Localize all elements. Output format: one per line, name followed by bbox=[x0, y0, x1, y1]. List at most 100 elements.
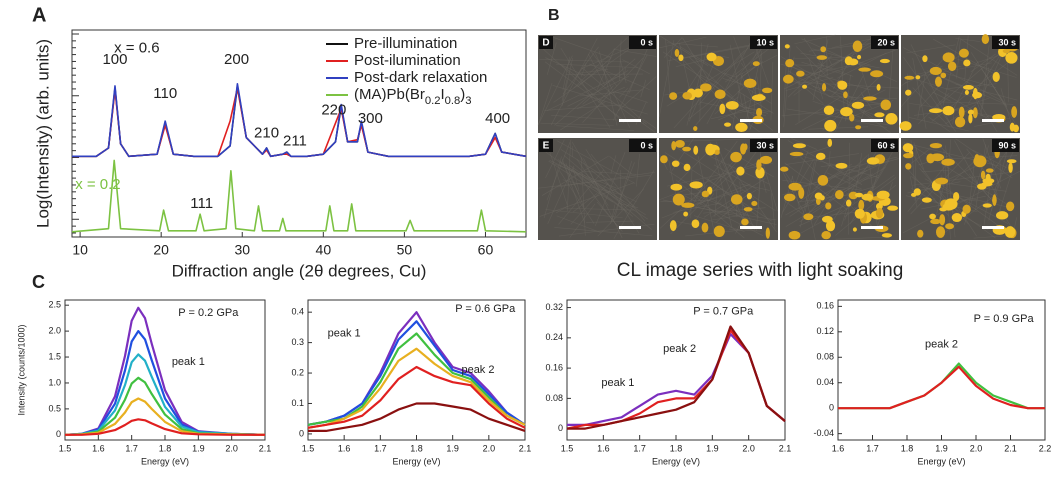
texture bbox=[554, 163, 617, 189]
texture bbox=[984, 114, 990, 120]
texture bbox=[542, 48, 625, 124]
texture bbox=[563, 155, 652, 230]
bright-spot bbox=[852, 40, 863, 52]
x-tick-label: 20 bbox=[153, 242, 169, 258]
y-tick-label: 0.12 bbox=[816, 326, 834, 336]
bright-spot bbox=[713, 225, 725, 237]
bright-spot bbox=[846, 199, 852, 207]
bright-spot bbox=[875, 202, 883, 210]
bright-spot bbox=[1006, 159, 1017, 164]
scale-bar bbox=[740, 226, 762, 229]
y-tick-label: 0 bbox=[558, 423, 563, 433]
bright-spot bbox=[755, 166, 765, 179]
texture bbox=[666, 51, 755, 107]
bright-spot bbox=[843, 91, 848, 99]
texture bbox=[562, 56, 570, 91]
bright-spot bbox=[858, 199, 865, 211]
bright-spot bbox=[827, 138, 833, 148]
data-line bbox=[308, 402, 526, 432]
bright-spot bbox=[756, 159, 762, 171]
bright-spot bbox=[730, 151, 742, 163]
texture bbox=[682, 37, 716, 90]
texture bbox=[558, 169, 605, 225]
texture bbox=[690, 170, 693, 219]
scale-bar bbox=[982, 119, 1004, 122]
bright-spot bbox=[671, 140, 677, 151]
bright-spot bbox=[958, 48, 969, 58]
texture bbox=[619, 58, 627, 84]
data-line bbox=[307, 320, 526, 426]
scale-bar bbox=[619, 226, 641, 229]
texture bbox=[713, 164, 760, 191]
texture bbox=[660, 200, 711, 202]
texture bbox=[723, 72, 737, 78]
bright-spot bbox=[682, 146, 692, 152]
time-stamp: 60 s bbox=[877, 140, 895, 150]
bright-spot bbox=[921, 197, 932, 203]
texture bbox=[662, 51, 750, 110]
texture bbox=[992, 85, 1016, 124]
x-tick-label: 1.6 bbox=[832, 443, 845, 453]
bright-spot bbox=[669, 220, 677, 232]
texture bbox=[975, 144, 987, 210]
bright-spot bbox=[870, 70, 884, 78]
bright-spot bbox=[784, 44, 790, 49]
annotation: x = 0.2 bbox=[75, 176, 120, 193]
bright-spot bbox=[874, 112, 885, 118]
texture bbox=[572, 193, 598, 213]
texture bbox=[610, 155, 617, 174]
texture bbox=[952, 105, 956, 125]
bright-spot bbox=[825, 202, 832, 210]
bright-spot bbox=[942, 105, 955, 116]
texture bbox=[953, 200, 977, 237]
bright-spot bbox=[706, 52, 717, 62]
y-tick-label: 0.08 bbox=[816, 352, 834, 362]
texture bbox=[973, 92, 998, 133]
texture bbox=[666, 42, 718, 48]
x-tick-label: 1.8 bbox=[410, 443, 423, 453]
x-tick-label: 1.9 bbox=[935, 443, 948, 453]
bright-spot bbox=[824, 119, 837, 132]
x-tick-label: 1.8 bbox=[670, 443, 683, 453]
bright-spot bbox=[705, 143, 716, 156]
bright-spot bbox=[915, 75, 921, 80]
texture bbox=[585, 149, 640, 234]
texture bbox=[900, 81, 908, 87]
texture bbox=[598, 51, 618, 126]
y-tick-label: 2.0 bbox=[48, 325, 61, 335]
texture bbox=[635, 153, 640, 187]
texture bbox=[826, 54, 833, 66]
texture bbox=[834, 116, 887, 128]
texture bbox=[565, 207, 635, 211]
bright-spot bbox=[783, 193, 796, 202]
bright-spot bbox=[972, 87, 978, 100]
texture bbox=[546, 42, 557, 75]
time-stamp: 0 s bbox=[640, 37, 653, 47]
x-tick-label: 60 bbox=[478, 242, 494, 258]
texture bbox=[794, 34, 836, 45]
bright-spot bbox=[953, 191, 960, 202]
time-box bbox=[992, 36, 1019, 49]
texture bbox=[711, 215, 741, 221]
texture bbox=[583, 158, 623, 239]
bright-spot bbox=[875, 207, 884, 219]
time-box bbox=[992, 139, 1019, 152]
data-line bbox=[307, 365, 526, 429]
bright-spot bbox=[880, 99, 892, 111]
micrograph bbox=[901, 138, 1020, 240]
texture bbox=[706, 35, 755, 125]
bright-spot bbox=[963, 59, 971, 67]
bright-spot bbox=[939, 214, 946, 226]
y-tick-label: 0.4 bbox=[291, 307, 304, 317]
bright-spot bbox=[762, 87, 773, 94]
texture bbox=[800, 161, 815, 228]
texture bbox=[790, 75, 824, 104]
texture bbox=[784, 162, 847, 210]
texture bbox=[964, 35, 969, 81]
plot-frame bbox=[64, 299, 266, 441]
data-line bbox=[71, 159, 527, 233]
bright-spot bbox=[741, 218, 749, 226]
y-tick-label: 2.5 bbox=[48, 300, 61, 310]
texture bbox=[614, 91, 648, 103]
texture bbox=[734, 104, 769, 114]
